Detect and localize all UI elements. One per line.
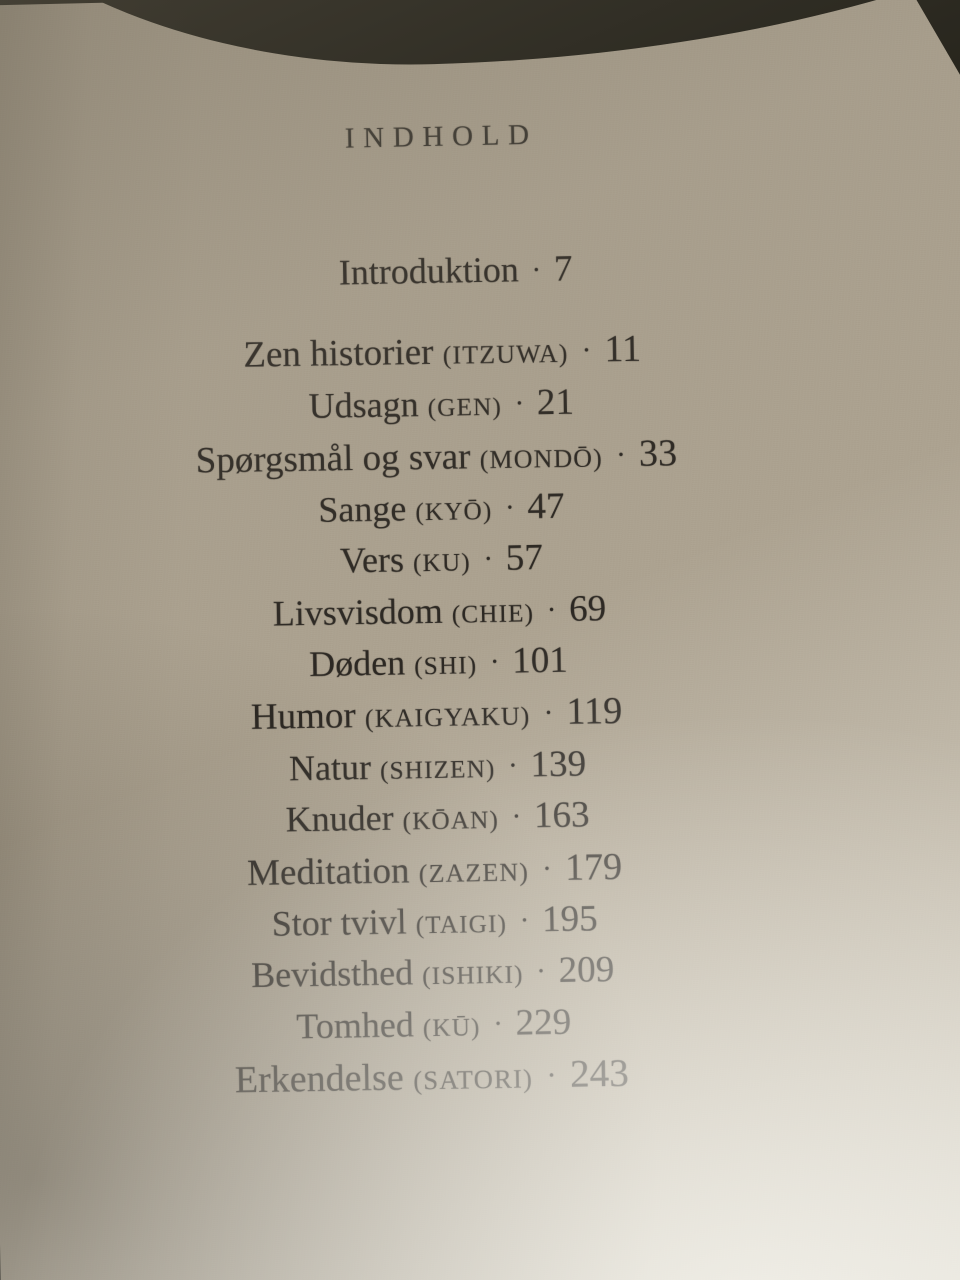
toc-entry-term: (KŪ) bbox=[422, 1014, 481, 1043]
toc-entry-term: (GEN) bbox=[427, 393, 503, 423]
toc-entry[interactable]: Vers (KU) · 57 bbox=[0, 534, 892, 586]
toc-entry-page-number: 69 bbox=[568, 587, 607, 630]
toc-entry-title: Døden bbox=[308, 642, 406, 684]
toc-entry-separator: · bbox=[489, 645, 500, 678]
toc-entry[interactable]: Sange (KYŌ) · 47 bbox=[0, 483, 892, 535]
toc-entry-term: (ITZUWA) bbox=[442, 338, 569, 370]
toc-entry-separator: · bbox=[531, 253, 542, 287]
toc-entry[interactable]: Udsagn (GEN) · 21 bbox=[0, 379, 892, 431]
toc-entry-page-number: 179 bbox=[564, 845, 623, 889]
toc-entry-separator: · bbox=[546, 1058, 557, 1093]
toc-entry[interactable]: Humor (KAIGYAKU) · 119 bbox=[0, 687, 887, 739]
toc-entry-separator: · bbox=[514, 387, 525, 420]
toc-entry-term: (KŌAN) bbox=[402, 806, 500, 836]
toc-entry-term: (KYŌ) bbox=[415, 498, 493, 527]
toc-entry-page-number: 229 bbox=[515, 1001, 572, 1044]
toc-entry-term: (SHIZEN) bbox=[379, 755, 496, 785]
toc-entry[interactable]: Stor tvivl (TAIGI) · 195 bbox=[0, 895, 885, 947]
toc-entry-term: (SHI) bbox=[413, 651, 478, 680]
toc-entry-separator: · bbox=[507, 749, 519, 782]
toc-entry-separator: · bbox=[581, 334, 592, 367]
toc-entry-separator: · bbox=[492, 1008, 504, 1041]
toc-entry-title: Natur bbox=[288, 746, 372, 789]
toc-entry[interactable]: Natur (SHIZEN) · 139 bbox=[0, 740, 888, 792]
toc-entry-title: Livsvisdom bbox=[272, 590, 444, 634]
toc-entry-separator: · bbox=[536, 955, 547, 988]
toc-entry-page-number: 57 bbox=[505, 537, 544, 580]
toc-entry-term: (KU) bbox=[412, 549, 471, 578]
toc-entry-title: Knuder bbox=[285, 797, 394, 840]
toc-entry-title: Tomhed bbox=[295, 1004, 415, 1047]
toc-entry-title: Vers bbox=[339, 539, 405, 581]
toc-entry-page-number: 163 bbox=[533, 794, 590, 837]
toc-entry-page-number: 21 bbox=[536, 381, 575, 424]
toc-entry-page-number: 101 bbox=[511, 639, 569, 682]
toc-entry-page-number: 195 bbox=[541, 898, 599, 941]
toc-entry-page-number: 119 bbox=[566, 689, 623, 733]
toc-entry[interactable]: Knuder (KŌAN) · 163 bbox=[0, 791, 888, 843]
toc-entry-term: (ISHIKI) bbox=[422, 961, 524, 991]
toc-entry[interactable]: Meditation (ZAZEN) · 179 bbox=[0, 844, 885, 897]
toc-entry-term: (KAIGYAKU) bbox=[364, 701, 531, 733]
toc-entry-separator: · bbox=[541, 852, 553, 886]
toc-entry-separator: · bbox=[511, 800, 522, 833]
toc-entry-title: Spørgsmål og svar bbox=[195, 436, 471, 482]
toc-entry-title: Stor tvivl bbox=[271, 901, 408, 944]
toc-entry[interactable]: Livsvisdom (CHIE) · 69 bbox=[0, 585, 890, 637]
toc-entry[interactable]: Bevidsthed (ISHIKI) · 209 bbox=[0, 947, 883, 999]
toc-entry-title: Erkendelse bbox=[234, 1056, 405, 1102]
toc-entry-list: Introduktion · 7 Zen historier (ITZUWA) … bbox=[0, 244, 911, 1105]
toc-entry-term: (CHIE) bbox=[451, 599, 535, 629]
toc-entry[interactable]: Zen historier (ITZUWA) · 11 bbox=[0, 326, 892, 377]
toc-entry-title: Sange bbox=[318, 488, 407, 531]
toc-entry-page-number: 7 bbox=[553, 248, 573, 290]
toc-entry-term: (MONDŌ) bbox=[479, 443, 604, 475]
toc-entry[interactable]: Tomhed (KŪ) · 229 bbox=[0, 998, 884, 1051]
toc-entry-term: (TAIGI) bbox=[415, 910, 508, 940]
toc-entry-term: (SATORI) bbox=[412, 1063, 534, 1096]
toc-entry-page-number: 11 bbox=[604, 327, 642, 371]
toc-entry-separator: · bbox=[543, 696, 554, 729]
toc-entry-title: Meditation bbox=[246, 850, 410, 894]
toc-entry-page-number: 33 bbox=[638, 432, 678, 476]
toc-entry-separator: · bbox=[504, 491, 515, 525]
toc-entry-title: Humor bbox=[250, 694, 356, 738]
toc-entry-title: Udsagn bbox=[308, 384, 419, 427]
toc-entry-term: (ZAZEN) bbox=[418, 857, 530, 889]
toc-entry-page-number: 243 bbox=[569, 1052, 630, 1097]
toc-entry-separator: · bbox=[519, 904, 530, 937]
toc-entry[interactable]: Spørgsmål og svar (MONDŌ) · 33 bbox=[0, 431, 887, 482]
toc-entry-separator: · bbox=[615, 439, 627, 472]
toc-entry-page-number: 209 bbox=[558, 949, 615, 992]
toc-entry-page-number: 47 bbox=[527, 486, 565, 528]
toc-entry-page-number: 139 bbox=[530, 743, 587, 786]
toc-entry-title: Bevidsthed bbox=[250, 952, 414, 996]
toc-entry-title: Introduktion bbox=[338, 249, 520, 293]
toc-entry[interactable]: Døden (SHI) · 101 bbox=[0, 636, 889, 688]
toc-entry-separator: · bbox=[546, 593, 557, 626]
toc-entry-title: Zen historier bbox=[243, 331, 434, 376]
toc-entry-separator: · bbox=[483, 543, 494, 576]
